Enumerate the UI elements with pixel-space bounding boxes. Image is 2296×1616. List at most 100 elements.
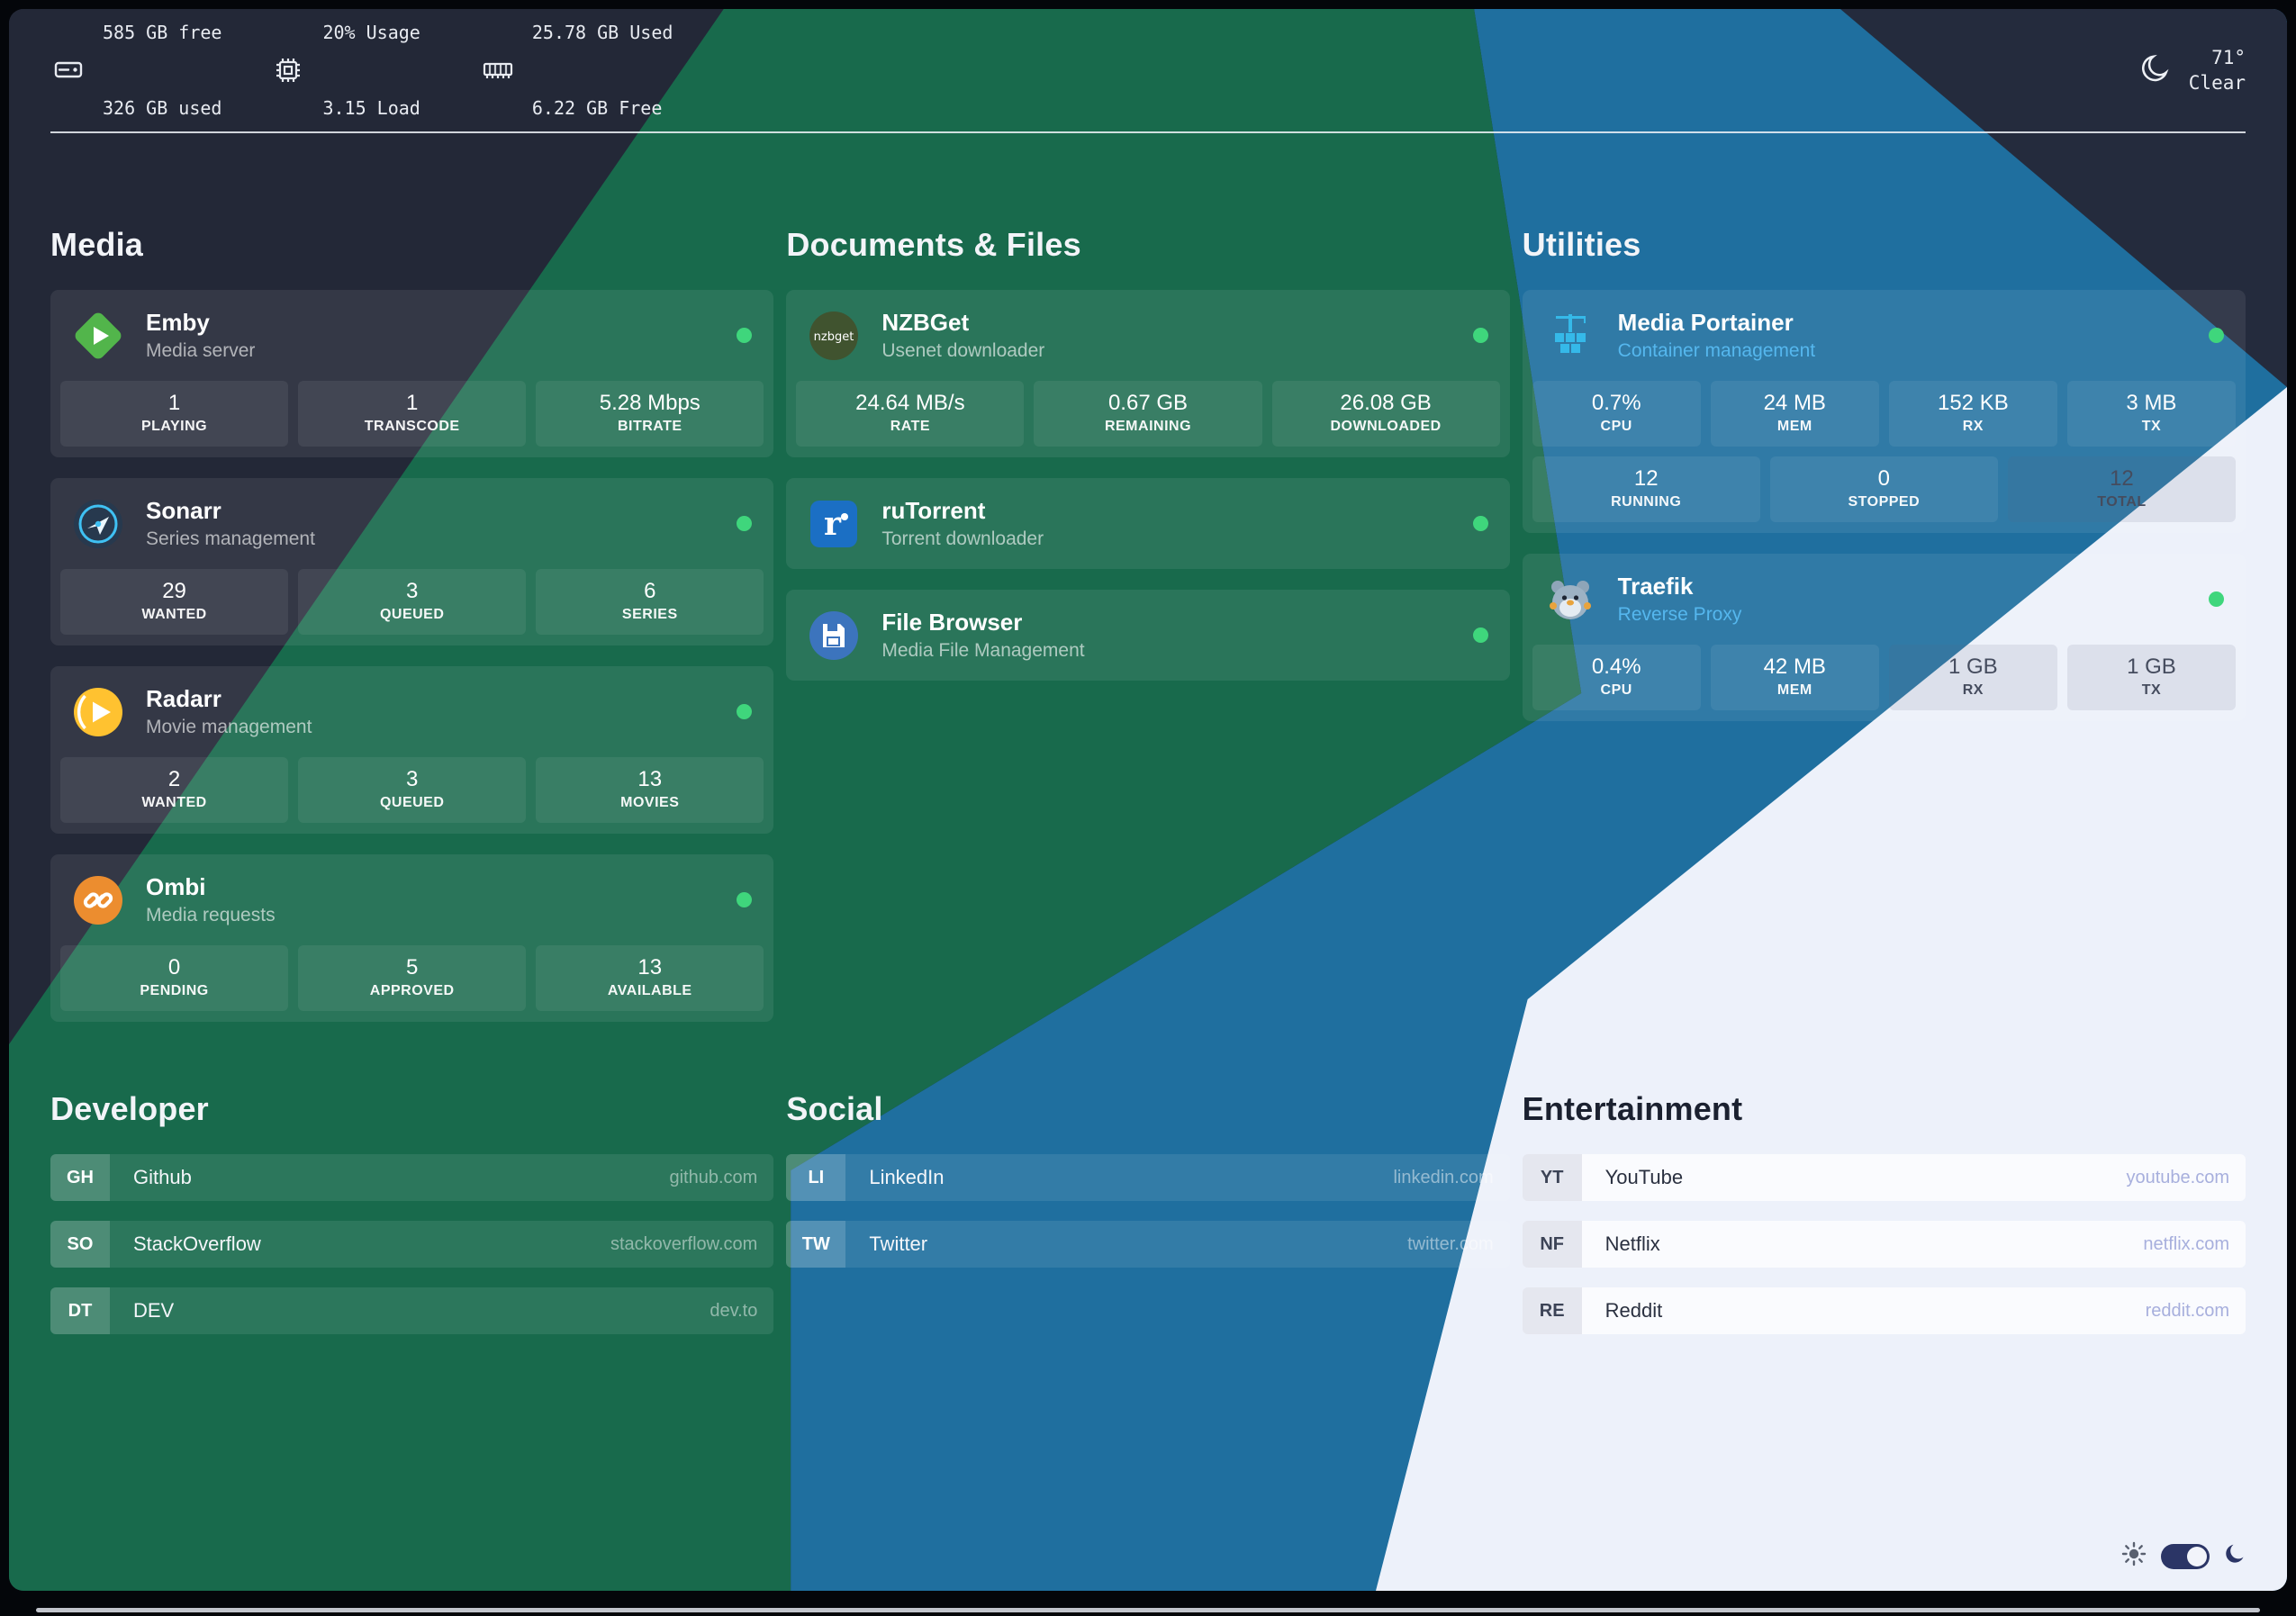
- link-tag: LI: [786, 1154, 846, 1201]
- service-card-portainer[interactable]: Media Portainer Container management 0.7…: [1522, 290, 2246, 533]
- link-dev[interactable]: DT DEV dev.to: [50, 1287, 774, 1334]
- service-card-nzbget[interactable]: nzbget NZBGet Usenet downloader 24.64 MB…: [786, 290, 1510, 457]
- cpu-status: 20% Usage 3.15 Load: [270, 9, 430, 171]
- service-title: Emby: [146, 309, 210, 336]
- link-tag: RE: [1522, 1287, 1582, 1334]
- disk-status: 585 GB free 326 GB used: [50, 9, 221, 171]
- link-url: twitter.com: [1407, 1233, 1494, 1254]
- sun-icon[interactable]: [2121, 1541, 2147, 1571]
- status-dot: [2208, 591, 2224, 607]
- link-name: Twitter: [869, 1232, 928, 1255]
- link-name: Reddit: [1604, 1299, 1663, 1322]
- link-twitter[interactable]: TW Twitter twitter.com: [786, 1221, 1510, 1268]
- service-card-filebrowser[interactable]: File Browser Media File Management: [786, 590, 1510, 681]
- sonarr-icon: [72, 498, 124, 550]
- stat-cell: 29 WANTED: [60, 569, 289, 635]
- stat-cell: 0 PENDING: [60, 945, 289, 1011]
- disk-icon: [50, 52, 86, 88]
- service-card-traefik[interactable]: Traefik Reverse Proxy 0.4% CPU 42 MB MEM 1…: [1522, 554, 2246, 721]
- weather-temp: 71°: [2211, 47, 2246, 68]
- status-dot: [1472, 328, 1488, 343]
- filebrowser-icon: [808, 609, 860, 662]
- link-name: StackOverflow: [133, 1232, 261, 1255]
- link-tag: YT: [1522, 1154, 1582, 1201]
- service-subtitle: Container management: [1617, 340, 1816, 361]
- link-tag: DT: [50, 1287, 110, 1334]
- disk-used: 326 GB used: [103, 97, 222, 119]
- stat-cell: 0.67 GB REMAINING: [1034, 381, 1262, 447]
- theme-controls: [2121, 1541, 2247, 1571]
- link-name: Netflix: [1604, 1232, 1660, 1255]
- link-tag: NF: [1522, 1221, 1582, 1268]
- link-github[interactable]: GH Github github.com: [50, 1154, 774, 1201]
- section-title-documents: Documents & Files: [786, 226, 1081, 263]
- link-url: dev.to: [710, 1300, 758, 1321]
- service-subtitle: Media File Management: [881, 640, 1085, 661]
- section-title-media: Media: [50, 226, 144, 263]
- service-title: Media Portainer: [1617, 309, 1794, 336]
- stat-cell: 12 TOTAL: [2007, 456, 2236, 522]
- stat-cell: 1 PLAYING: [60, 381, 289, 447]
- stat-cell: 1 TRANSCODE: [298, 381, 527, 447]
- stat-cell: 5 APPROVED: [298, 945, 527, 1011]
- stat-cell: 24.64 MB/s RATE: [796, 381, 1025, 447]
- ram-used: 25.78 GB Used: [531, 22, 673, 43]
- theme-toggle[interactable]: [2161, 1543, 2210, 1569]
- section-developer: Developer GH Github github.com SO StackO…: [50, 1088, 774, 1354]
- ram-free: 6.22 GB Free: [531, 97, 663, 119]
- system-status-bar: 585 GB free 326 GB used 20% Usage 3.15 L…: [50, 20, 2246, 121]
- theme-toggle-knob: [2187, 1546, 2207, 1566]
- link-linkedin[interactable]: LI LinkedIn linkedin.com: [786, 1154, 1510, 1201]
- link-url: stackoverflow.com: [610, 1233, 758, 1254]
- link-tag: SO: [50, 1221, 110, 1268]
- link-url: netflix.com: [2143, 1233, 2229, 1254]
- link-youtube[interactable]: YT YouTube youtube.com: [1522, 1154, 2246, 1201]
- link-tag: GH: [50, 1154, 110, 1201]
- nzbget-icon: nzbget: [808, 310, 860, 362]
- stat-cell: 0 STOPPED: [1769, 456, 1998, 522]
- weather-widget: 71° Clear: [2137, 45, 2246, 95]
- traefik-icon: [1544, 573, 1596, 626]
- link-url: youtube.com: [2126, 1167, 2229, 1187]
- service-card-ombi[interactable]: Ombi Media requests 0 PENDING 5 APPROVED 1…: [50, 854, 774, 1022]
- status-dot: [1472, 516, 1488, 531]
- ram-status: 25.78 GB Used 6.22 GB Free: [480, 9, 673, 171]
- link-netflix[interactable]: NF Netflix netflix.com: [1522, 1221, 2246, 1268]
- svg-text:r: r: [824, 505, 842, 543]
- bottom-edge-highlight: [36, 1608, 2260, 1612]
- service-card-emby[interactable]: Emby Media server 1 PLAYING 1 TRANSCODE 5.…: [50, 290, 774, 457]
- status-dot: [737, 892, 753, 907]
- status-dot: [737, 516, 753, 531]
- stat-cell: 12 RUNNING: [1532, 456, 1760, 522]
- stat-cell: 0.7% CPU: [1532, 381, 1701, 447]
- section-social: Social LI LinkedIn linkedin.com TW Twitt…: [786, 1088, 1510, 1354]
- service-subtitle: Series management: [146, 528, 315, 549]
- link-url: github.com: [669, 1167, 758, 1187]
- link-stackoverflow[interactable]: SO StackOverflow stackoverflow.com: [50, 1221, 774, 1268]
- service-card-sonarr[interactable]: Sonarr Series management 29 WANTED 3 QUEUE…: [50, 478, 774, 645]
- link-name: DEV: [133, 1299, 175, 1322]
- section-title-developer: Developer: [50, 1090, 209, 1127]
- stat-cell: 3 QUEUED: [298, 569, 527, 635]
- service-title: ruTorrent: [881, 497, 986, 524]
- link-name: Github: [133, 1166, 192, 1188]
- stat-cell: 24 MB MEM: [1710, 381, 1879, 447]
- section-documents: Documents & Files nzbget NZBGet Usenet d…: [786, 223, 1510, 1043]
- stat-cell: 13 AVAILABLE: [536, 945, 764, 1011]
- service-subtitle: Torrent downloader: [881, 528, 1044, 549]
- service-card-radarr[interactable]: Radarr Movie management 2 WANTED 3 QUEUED …: [50, 666, 774, 834]
- stat-cell: 3 QUEUED: [298, 757, 527, 823]
- link-reddit[interactable]: RE Reddit reddit.com: [1522, 1287, 2246, 1334]
- stat-cell: 152 KB RX: [1888, 381, 2057, 447]
- status-dot: [737, 704, 753, 719]
- radarr-icon: [72, 686, 124, 738]
- rutorrent-icon: r: [808, 498, 860, 550]
- stat-cell: 5.28 Mbps BITRATE: [536, 381, 764, 447]
- ram-icon: [480, 52, 516, 88]
- service-card-rutorrent[interactable]: r ruTorrent Torrent downloader: [786, 478, 1510, 569]
- stat-cell: 13 MOVIES: [536, 757, 764, 823]
- service-title: Ombi: [146, 873, 206, 900]
- moon-icon[interactable]: [2224, 1542, 2247, 1570]
- svg-text:nzbget: nzbget: [814, 330, 854, 344]
- status-dot: [1472, 627, 1488, 643]
